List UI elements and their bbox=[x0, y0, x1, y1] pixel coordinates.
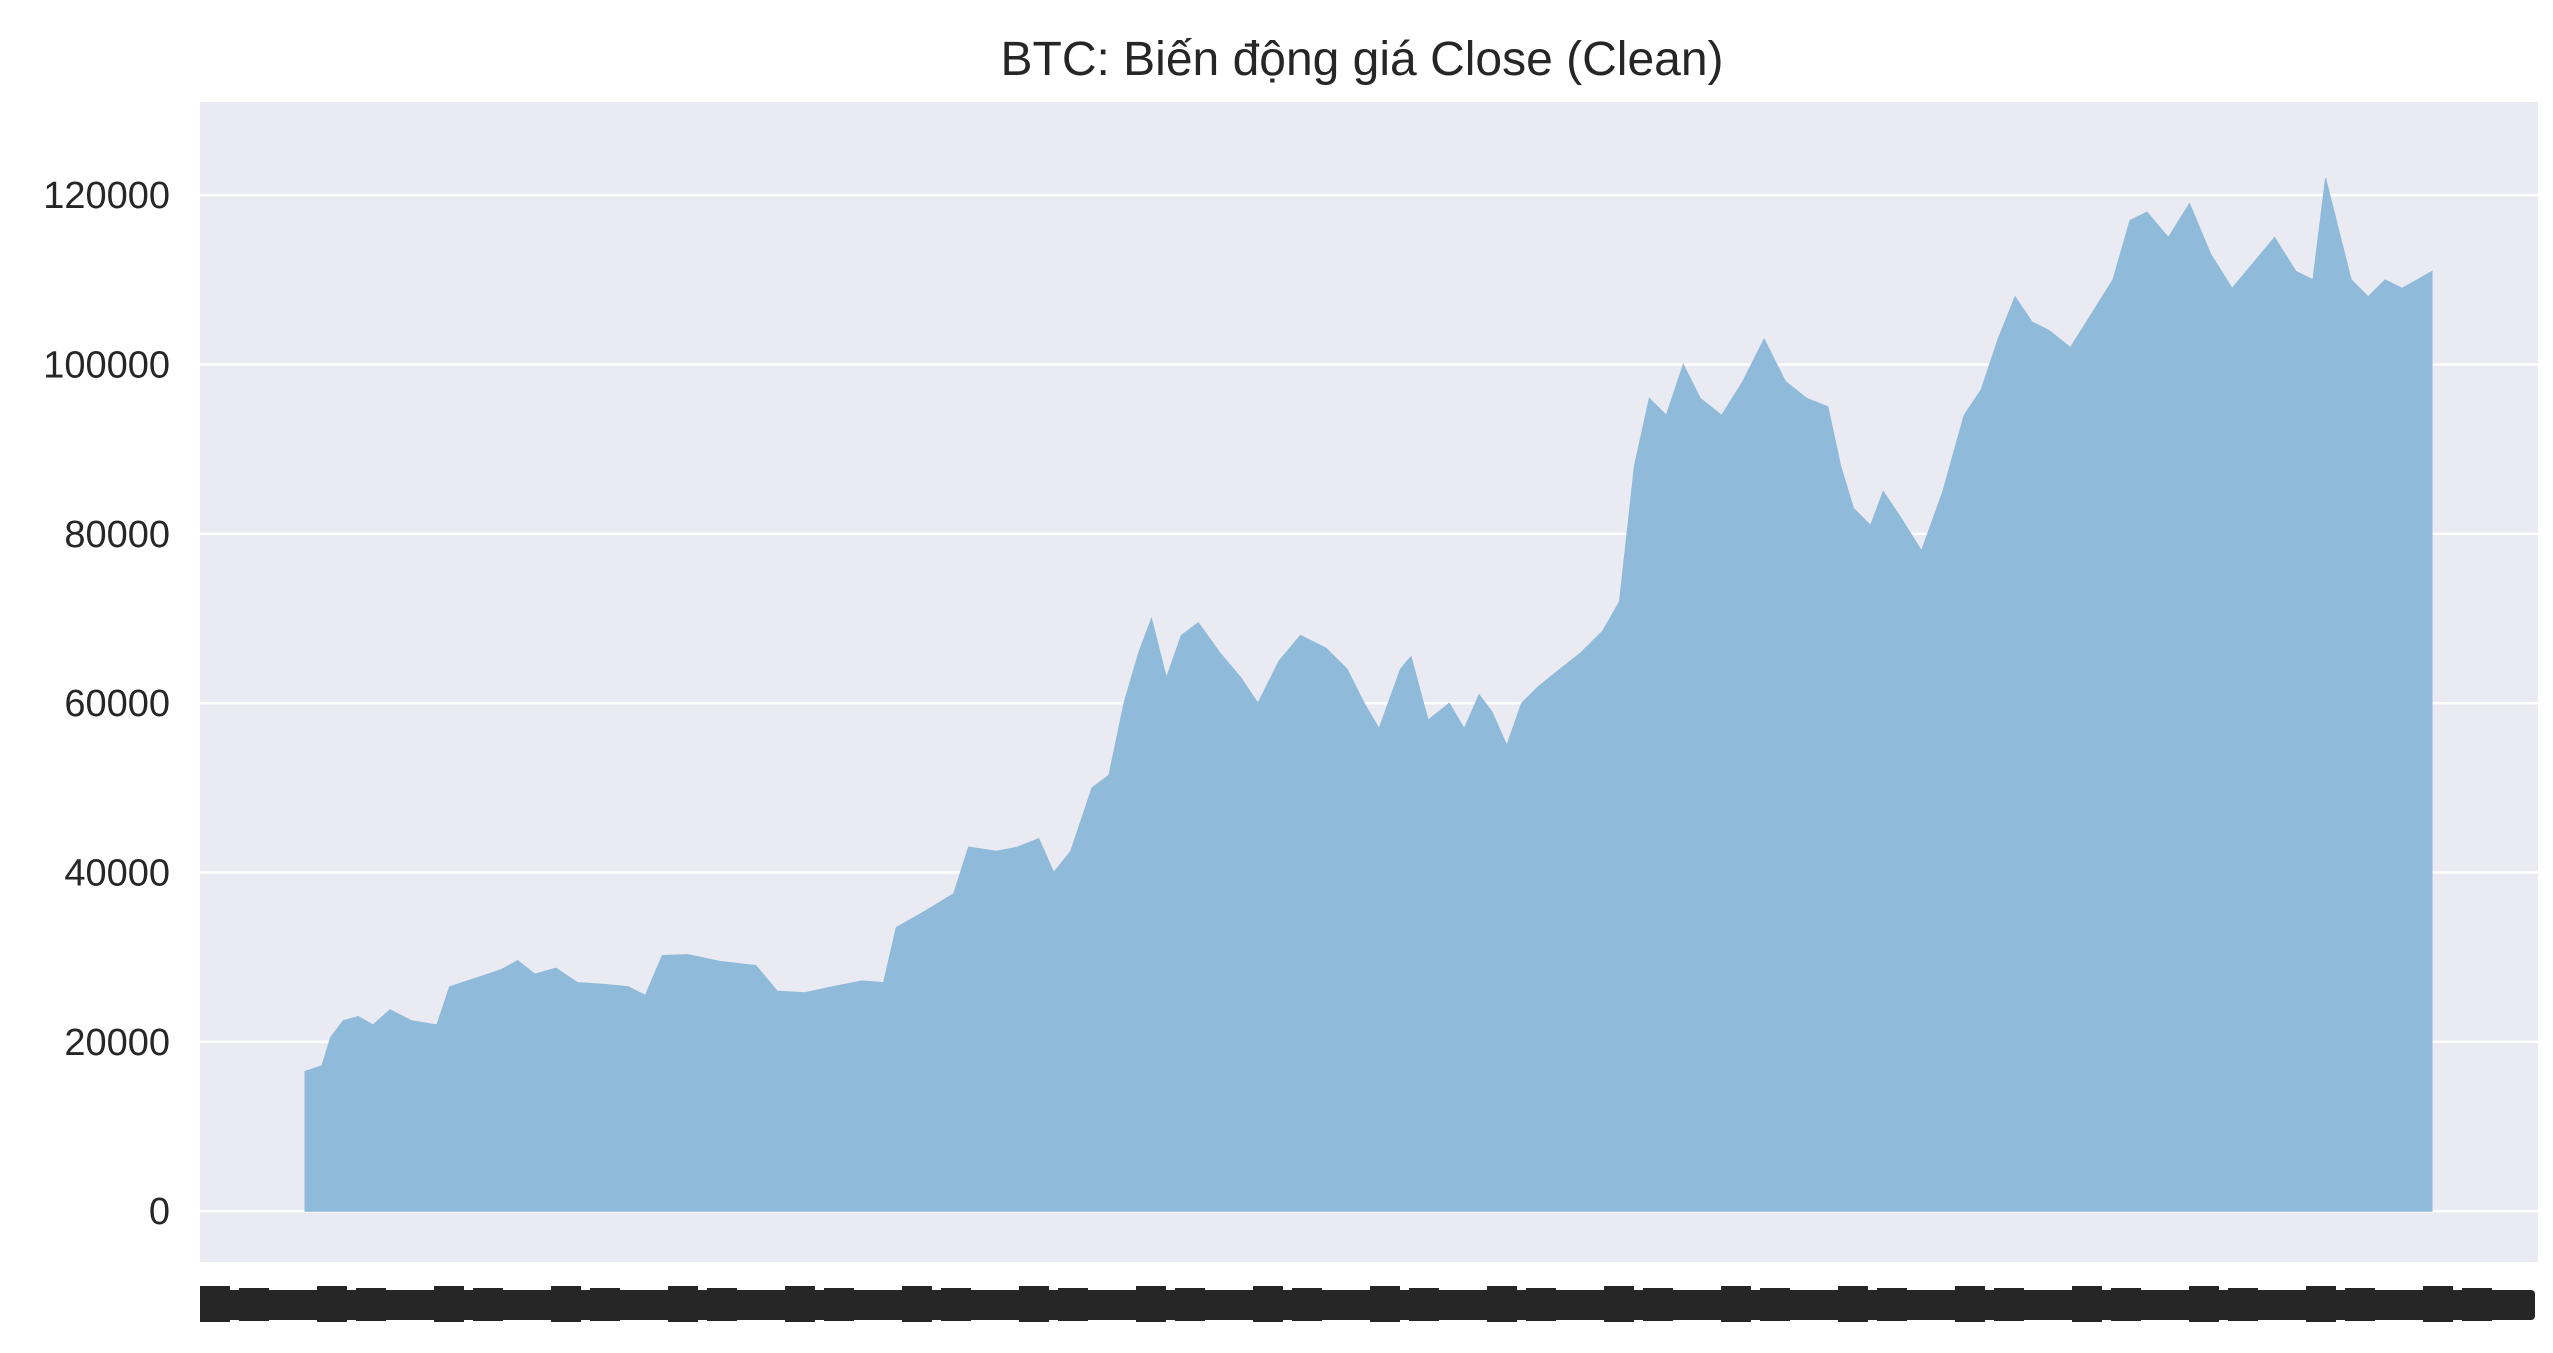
y-tick-label: 100000 bbox=[43, 344, 170, 386]
x-tick-label bbox=[590, 1288, 620, 1321]
x-tick-label bbox=[317, 1286, 347, 1322]
x-tick-label bbox=[1682, 1290, 1712, 1320]
x-tick-label bbox=[902, 1286, 932, 1322]
x-tick-label bbox=[1916, 1290, 1946, 1320]
x-tick-label bbox=[2384, 1290, 2414, 1320]
x-tick-label bbox=[1955, 1286, 1985, 1322]
y-axis-ticks: 0 20000 40000 60000 80000 100000 120000 bbox=[43, 175, 170, 1233]
x-tick-label bbox=[2501, 1290, 2531, 1320]
x-tick-label bbox=[239, 1288, 269, 1321]
x-tick-label bbox=[707, 1288, 737, 1321]
x-tick-label bbox=[1253, 1286, 1283, 1322]
x-tick-label bbox=[1097, 1290, 1127, 1320]
x-tick-label bbox=[1409, 1288, 1439, 1321]
x-tick-label bbox=[2150, 1290, 2180, 1320]
x-tick-label bbox=[1877, 1288, 1907, 1321]
y-tick-label: 0 bbox=[149, 1191, 170, 1233]
x-tick-label bbox=[824, 1288, 854, 1321]
x-tick-label bbox=[473, 1288, 503, 1321]
x-tick-label bbox=[1370, 1286, 1400, 1322]
x-tick-label bbox=[1838, 1286, 1868, 1322]
x-tick-label bbox=[1799, 1290, 1829, 1320]
y-tick-label: 40000 bbox=[64, 853, 170, 895]
x-tick-label bbox=[1331, 1290, 1361, 1320]
x-tick-label bbox=[2306, 1286, 2336, 1322]
x-tick-label bbox=[746, 1290, 776, 1320]
x-axis-ticks bbox=[200, 1286, 2535, 1322]
x-tick-label bbox=[1604, 1286, 1634, 1322]
x-tick-label bbox=[395, 1290, 425, 1320]
x-tick-label bbox=[941, 1288, 971, 1321]
x-tick-label bbox=[1526, 1288, 1556, 1321]
x-tick-label bbox=[1175, 1288, 1205, 1321]
x-tick-label bbox=[2228, 1288, 2258, 1321]
x-tick-label bbox=[1487, 1286, 1517, 1322]
x-tick-label bbox=[2345, 1288, 2375, 1321]
x-tick-label bbox=[551, 1286, 581, 1322]
x-tick-label bbox=[512, 1290, 542, 1320]
x-tick-label bbox=[2111, 1288, 2141, 1321]
y-tick-label: 20000 bbox=[64, 1022, 170, 1064]
x-tick-labels-overlap bbox=[200, 1290, 2535, 1320]
x-tick-label bbox=[1760, 1288, 1790, 1321]
x-tick-label bbox=[785, 1286, 815, 1322]
x-tick-label bbox=[434, 1286, 464, 1322]
x-tick-label bbox=[1643, 1288, 1673, 1321]
x-tick-label bbox=[1019, 1286, 1049, 1322]
x-tick-label bbox=[1214, 1290, 1244, 1320]
x-tick-label bbox=[629, 1290, 659, 1320]
x-tick-label bbox=[2462, 1288, 2492, 1321]
x-tick-label bbox=[863, 1290, 893, 1320]
y-tick-label: 120000 bbox=[43, 175, 170, 217]
x-tick-label bbox=[2189, 1286, 2219, 1322]
x-tick-label bbox=[980, 1290, 1010, 1320]
x-tick-label bbox=[356, 1288, 386, 1321]
x-tick-label bbox=[668, 1286, 698, 1322]
x-tick-label bbox=[200, 1286, 230, 1322]
chart-title: BTC: Biến động giá Close (Clean) bbox=[1000, 33, 1723, 86]
y-tick-label: 80000 bbox=[64, 514, 170, 556]
y-tick-label: 60000 bbox=[64, 683, 170, 725]
price-area bbox=[304, 178, 2433, 1212]
x-tick-label bbox=[1448, 1290, 1478, 1320]
x-tick-label bbox=[1136, 1286, 1166, 1322]
x-tick-label bbox=[2033, 1290, 2063, 1320]
x-tick-label bbox=[1565, 1290, 1595, 1320]
x-tick-label bbox=[2423, 1286, 2453, 1322]
x-tick-label bbox=[2072, 1286, 2102, 1322]
x-tick-label bbox=[1058, 1288, 1088, 1321]
x-tick-label bbox=[1721, 1286, 1751, 1322]
x-tick-label bbox=[2267, 1290, 2297, 1320]
x-tick-label bbox=[278, 1290, 308, 1320]
x-tick-label bbox=[1292, 1288, 1322, 1321]
x-tick-label bbox=[1994, 1288, 2024, 1321]
